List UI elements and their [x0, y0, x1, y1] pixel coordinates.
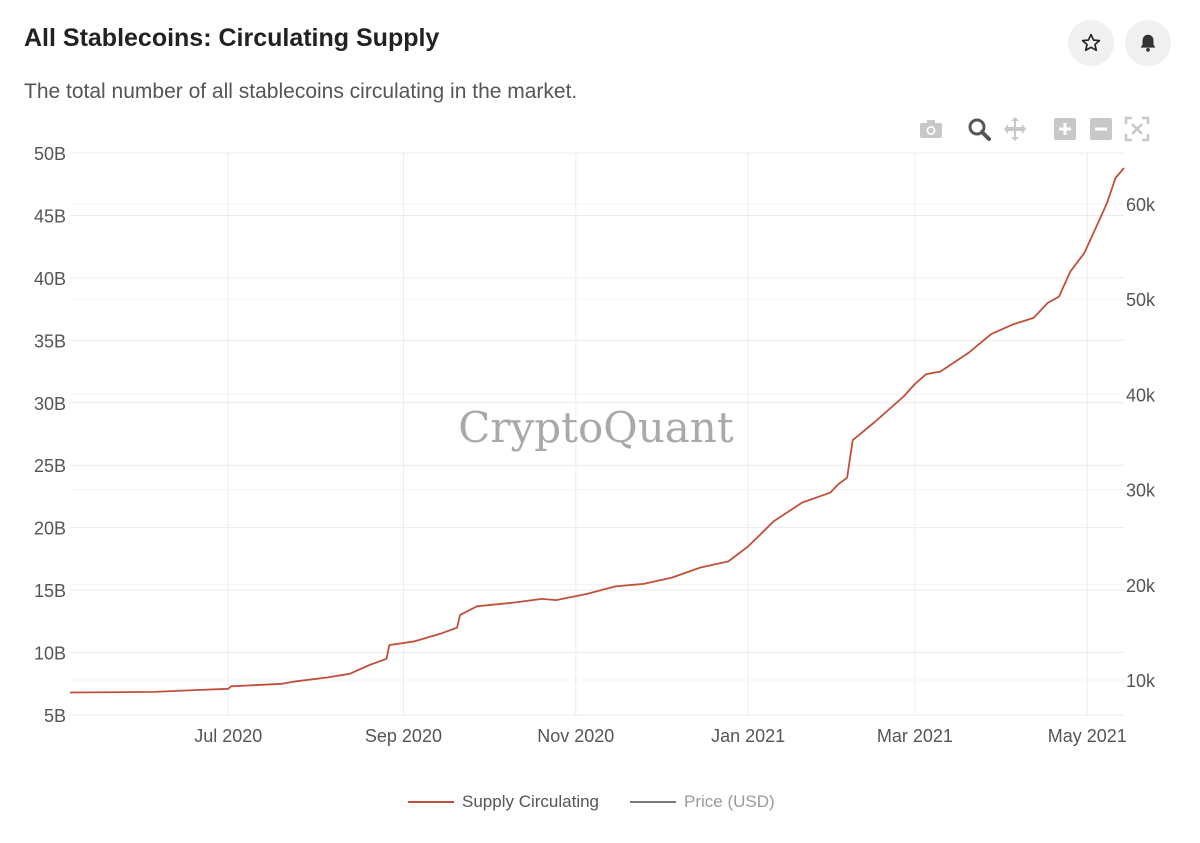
- star-button[interactable]: [1068, 20, 1114, 66]
- legend-label-supply: Supply Circulating: [462, 792, 600, 811]
- bell-button[interactable]: [1125, 20, 1171, 66]
- y-left-tick-label: 5B: [44, 706, 66, 726]
- x-tick-label: Mar 2021: [877, 726, 953, 746]
- legend-swatch-supply: [408, 801, 454, 803]
- x-tick-label: Sep 2020: [365, 726, 442, 746]
- x-tick-label: Jan 2021: [711, 726, 785, 746]
- star-icon: [1080, 32, 1102, 54]
- y-left-tick-label: 15B: [34, 581, 66, 601]
- zoom-in-icon[interactable]: [1050, 114, 1080, 144]
- y-right-tick-label: 30k: [1126, 481, 1156, 501]
- pan-icon[interactable]: [1000, 114, 1030, 144]
- y-left-tick-label: 35B: [34, 331, 66, 351]
- x-tick-label: May 2021: [1048, 726, 1127, 746]
- y-right-tick-label: 20k: [1126, 576, 1156, 596]
- y-left-tick-label: 45B: [34, 206, 66, 226]
- chart-legend: Supply Circulating Price (USD): [0, 792, 1200, 816]
- page-subtitle: The total number of all stablecoins circ…: [24, 80, 578, 103]
- legend-label-price: Price (USD): [684, 792, 775, 811]
- legend-item-price[interactable]: Price (USD): [630, 792, 775, 812]
- x-axis: Jul 2020 Sep 2020 Nov 2020 Jan 2021 Mar 2021…: [194, 726, 1127, 746]
- x-tick-label: Nov 2020: [537, 726, 614, 746]
- bell-icon: [1137, 32, 1159, 54]
- y-left-tick-label: 50B: [34, 144, 66, 164]
- zoom-icon[interactable]: [964, 114, 994, 144]
- series-line-supply-circulating: [69, 167, 1125, 694]
- watermark: CryptoQuant: [458, 403, 734, 452]
- x-tick-label: Jul 2020: [194, 726, 262, 746]
- chart-toolbar: [914, 114, 1154, 146]
- y-left-tick-label: 30B: [34, 394, 66, 414]
- y-axis-right: 10k 20k 30k 40k 50k 60k: [1126, 195, 1156, 691]
- y-right-tick-label: 50k: [1126, 290, 1156, 310]
- page-title: All Stablecoins: Circulating Supply: [24, 24, 440, 52]
- autoscale-icon[interactable]: [1122, 114, 1152, 144]
- legend-swatch-price: [630, 801, 676, 803]
- camera-icon[interactable]: [916, 114, 946, 144]
- y-right-tick-label: 10k: [1126, 671, 1156, 691]
- y-left-tick-label: 20B: [34, 519, 66, 539]
- legend-item-supply[interactable]: Supply Circulating: [408, 792, 599, 812]
- zoom-out-icon[interactable]: [1086, 114, 1116, 144]
- y-left-tick-label: 10B: [34, 644, 66, 664]
- y-right-tick-label: 60k: [1126, 195, 1156, 215]
- chart-grid: [70, 152, 1124, 716]
- y-left-tick-label: 40B: [34, 269, 66, 289]
- y-axis-left: 5B 10B 15B 20B 25B 30B 35B 40B 45B 50B: [34, 144, 66, 726]
- y-right-tick-label: 40k: [1126, 385, 1156, 405]
- y-left-tick-label: 25B: [34, 456, 66, 476]
